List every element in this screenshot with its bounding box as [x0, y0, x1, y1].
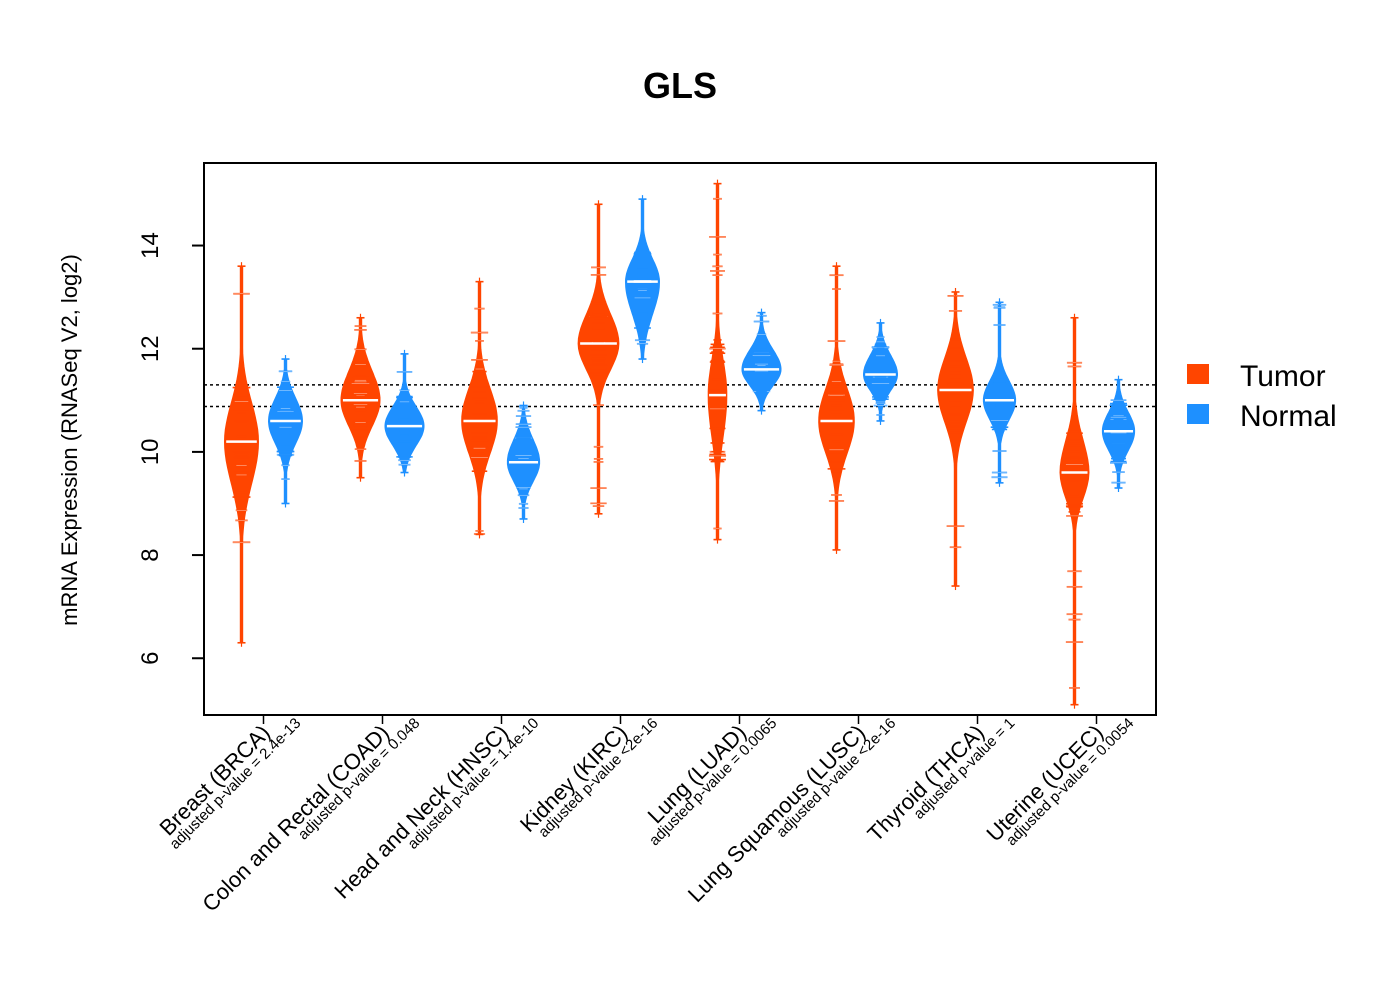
- chart-title: GLS: [643, 65, 717, 106]
- violin-tumor: [461, 277, 498, 539]
- x-pvalue-label: adjusted p-value <2e-16: [535, 715, 661, 841]
- y-tick-label: 12: [137, 335, 164, 362]
- violin-shape: [267, 358, 304, 504]
- plot-area: [204, 179, 1156, 709]
- violin-shape: [741, 312, 782, 412]
- violin-tumor: [818, 262, 855, 554]
- x-axis: Breast (BRCA)adjusted p-value = 2.4e-13C…: [154, 714, 1137, 917]
- violin-tumor: [223, 262, 260, 647]
- violin-normal: [741, 308, 782, 415]
- violin-normal: [506, 401, 541, 523]
- y-axis-label: mRNA Expression (RNASeq V2, log2): [57, 254, 82, 626]
- violin-normal: [863, 318, 898, 425]
- violin-normal: [1101, 375, 1136, 493]
- violin-normal: [267, 355, 304, 508]
- violin-tumor: [937, 287, 974, 591]
- x-category-label: Kidney (KIRC): [515, 720, 632, 837]
- y-tick-label: 14: [137, 232, 164, 259]
- violin-shape: [937, 291, 974, 587]
- y-tick-label: 10: [137, 439, 164, 466]
- violin-normal: [384, 349, 425, 477]
- violin-normal: [982, 298, 1017, 487]
- y-tick-label: 6: [137, 652, 164, 665]
- x-pvalue-label: adjusted p-value = 0.0054: [1003, 715, 1137, 849]
- violin-normal: [624, 195, 661, 364]
- legend-swatch-tumor: [1187, 364, 1209, 384]
- violin-shape: [818, 265, 855, 551]
- x-category-label: Breast (BRCA): [154, 720, 275, 841]
- violin-tumor: [340, 313, 381, 482]
- plot-frame: [203, 162, 1157, 716]
- y-tick-label: 8: [137, 548, 164, 561]
- legend: Tumor Normal: [1187, 360, 1337, 433]
- legend-label-tumor: Tumor: [1240, 360, 1326, 393]
- violin-shape: [461, 281, 498, 535]
- y-axis: 6 8 10 12 14: [137, 232, 205, 665]
- violin-tumor: [577, 200, 620, 518]
- violin-tumor: [707, 179, 728, 544]
- legend-swatch-normal: [1187, 404, 1209, 424]
- violin-tumor: [1059, 313, 1090, 709]
- legend-label-normal: Normal: [1240, 400, 1337, 433]
- violin-shape: [340, 317, 381, 479]
- x-pvalue-label: adjusted p-value = 1.4e-10: [404, 715, 542, 853]
- x-category-label: Lung (LUAD): [643, 720, 751, 828]
